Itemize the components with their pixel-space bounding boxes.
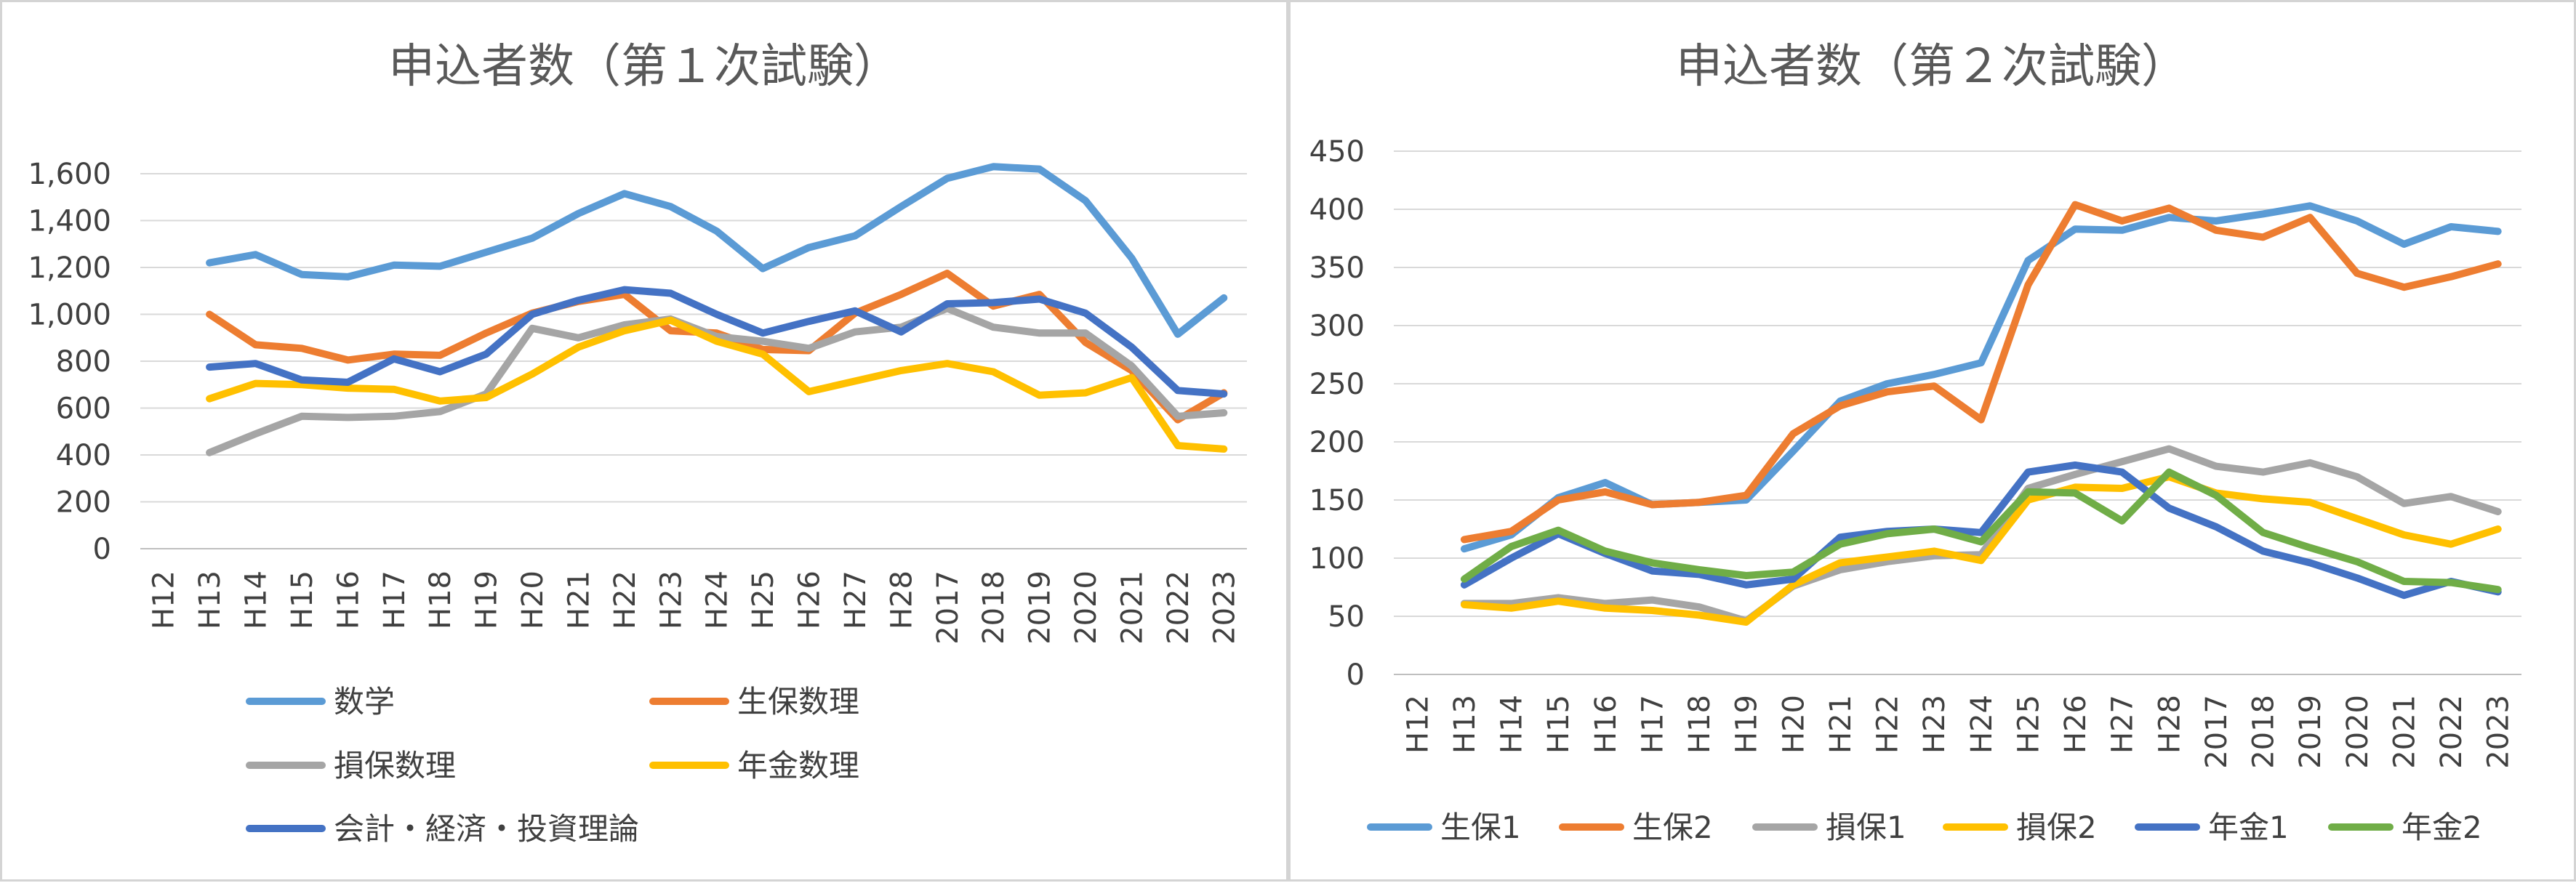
x-tick-label: H19 xyxy=(470,570,504,629)
x-tick-label: 2017 xyxy=(931,570,965,645)
series-line xyxy=(206,305,1228,456)
y-tick-label: 100 xyxy=(1309,542,1365,576)
x-tick-label: H18 xyxy=(1683,695,1717,754)
x-tick-label: 2018 xyxy=(977,570,1011,645)
y-tick-label: 600 xyxy=(56,392,111,426)
x-tick-label: H21 xyxy=(1824,695,1858,754)
y-tick-label: 800 xyxy=(56,345,111,379)
y-tick-label: 400 xyxy=(1309,193,1365,227)
series-line xyxy=(1460,473,2502,626)
chart-panel-first-exam: 申込者数（第１次試験） 0 200 400 600 800 1,000 1,200 1,400 1… xyxy=(0,0,1288,882)
x-tick-label: 2022 xyxy=(2435,695,2468,769)
x-tick-label: H15 xyxy=(286,570,319,629)
x-tick-label: 2019 xyxy=(1024,570,1057,645)
x-tick-label: H12 xyxy=(1401,695,1435,754)
series-line xyxy=(206,286,1228,398)
x-tick-label: H19 xyxy=(1730,695,1764,754)
x-tick-label: 2021 xyxy=(2388,695,2421,769)
x-tick-label: H14 xyxy=(240,570,273,629)
x-tick-label: H27 xyxy=(2106,695,2140,754)
chart-panel-second-exam: 申込者数（第２次試験） 0 50 100 150 200 250 300 350 400 450 H1… xyxy=(1288,0,2576,882)
y-tick-label: 200 xyxy=(1309,426,1365,459)
x-tick-label: H16 xyxy=(332,570,365,629)
y-tick-label: 1,600 xyxy=(28,158,111,191)
x-tick-label: H21 xyxy=(562,570,595,629)
x-tick-label: H15 xyxy=(1542,695,1576,754)
series-line xyxy=(1460,201,2502,544)
legend-label: 損保2 xyxy=(2016,810,2097,845)
x-tick-label: H14 xyxy=(1496,695,1529,754)
legend-label: 損保数理 xyxy=(334,748,456,783)
x-tick-label: 2020 xyxy=(2341,695,2375,769)
x-tick-label: H27 xyxy=(839,570,872,629)
x-tick-label: 2020 xyxy=(1070,570,1103,645)
x-tick-label: H25 xyxy=(2012,695,2045,754)
y-tick-label: 50 xyxy=(1328,600,1365,634)
x-tick-label: H28 xyxy=(2153,695,2186,754)
y-tick-label: 150 xyxy=(1309,484,1365,517)
x-tick-label: H17 xyxy=(378,570,412,629)
legend-label: 年金1 xyxy=(2208,810,2289,845)
x-tick-label: H24 xyxy=(1965,695,1999,754)
x-tick-label: H12 xyxy=(148,570,181,629)
chart-title: 申込者数（第１次試験） xyxy=(388,40,900,94)
series-line xyxy=(1460,468,2502,594)
x-tick-label: H20 xyxy=(516,570,550,629)
legend-label: 年金数理 xyxy=(737,748,859,783)
legend-label: 生保2 xyxy=(1632,810,1713,845)
y-tick-label: 1,200 xyxy=(28,251,111,285)
chart-svg-second-exam: 申込者数（第２次試験） 0 50 100 150 200 250 300 350 400 450 H1… xyxy=(1309,40,2521,845)
x-tick-label: 2019 xyxy=(2294,695,2327,769)
x-tick-label: 2017 xyxy=(2200,695,2234,769)
x-tick-label: 2021 xyxy=(1115,570,1149,645)
x-tick-label: 2023 xyxy=(2482,695,2516,769)
x-tick-label: H23 xyxy=(1918,695,1951,754)
x-tick-label: H25 xyxy=(747,570,780,629)
legend-label: 生保1 xyxy=(1440,810,1521,845)
x-tick-label: H18 xyxy=(424,570,457,629)
legend-label: 生保数理 xyxy=(737,684,859,719)
series-line xyxy=(206,316,1228,453)
x-tick-label: 2022 xyxy=(1162,570,1195,645)
y-tick-label: 300 xyxy=(1309,310,1365,343)
y-tick-label: 1,000 xyxy=(28,299,111,332)
x-tick-label: 2018 xyxy=(2247,695,2281,769)
x-tick-label: H16 xyxy=(1589,695,1623,754)
x-tick-label: H26 xyxy=(2059,695,2093,754)
legend-label: 数学 xyxy=(334,684,395,719)
x-tick-label: 2023 xyxy=(1208,570,1241,645)
x-tick-label: H13 xyxy=(193,570,227,629)
series-line xyxy=(206,270,1228,424)
y-tick-label: 200 xyxy=(56,486,111,520)
x-tick-label: H22 xyxy=(609,570,642,629)
x-tick-label: H23 xyxy=(654,570,688,629)
series-line xyxy=(206,163,1228,338)
y-tick-label: 0 xyxy=(1347,658,1365,692)
x-tick-label: H13 xyxy=(1448,695,1482,754)
legend-label: 年金2 xyxy=(2402,810,2482,845)
y-tick-label: 0 xyxy=(93,533,111,566)
x-tick-label: H22 xyxy=(1871,695,1905,754)
x-tick-label: H26 xyxy=(793,570,827,629)
x-tick-label: H17 xyxy=(1636,695,1669,754)
x-tick-label: H20 xyxy=(1777,695,1810,754)
y-tick-label: 400 xyxy=(56,439,111,472)
chart-title: 申込者数（第２次試験） xyxy=(1676,40,2188,94)
chart-svg-first-exam: 申込者数（第１次試験） 0 200 400 600 800 1,000 1,200 1,400 1… xyxy=(28,40,1247,847)
series-line xyxy=(1460,461,2502,600)
y-tick-label: 250 xyxy=(1309,368,1365,401)
y-tick-label: 350 xyxy=(1309,251,1365,285)
y-tick-label: 1,400 xyxy=(28,205,111,238)
y-tick-label: 450 xyxy=(1309,135,1365,169)
legend-label: 会計・経済・投資理論 xyxy=(334,811,639,847)
legend-label: 損保1 xyxy=(1826,810,1906,845)
x-tick-label: H28 xyxy=(885,570,918,629)
x-tick-label: H24 xyxy=(701,570,734,629)
